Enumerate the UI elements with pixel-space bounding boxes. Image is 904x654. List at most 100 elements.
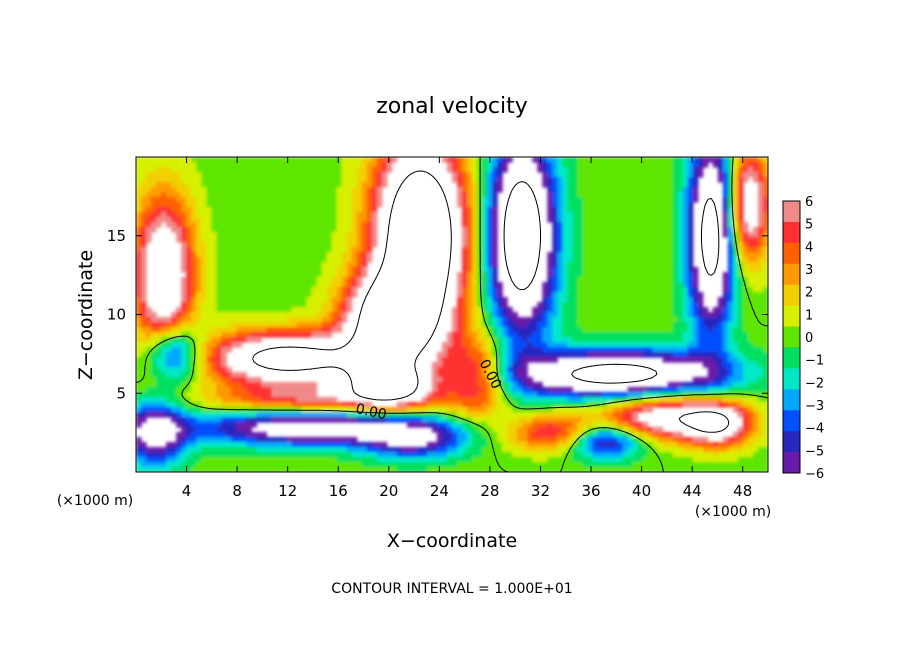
field-cell (361, 262, 368, 268)
field-cell (472, 297, 478, 303)
field-cell (231, 207, 237, 213)
field-cell (361, 232, 368, 238)
field-cell (542, 292, 548, 298)
field-cell (151, 192, 157, 198)
field-cell (482, 197, 488, 203)
field-cell (467, 332, 473, 338)
field-cell (662, 217, 669, 223)
field-cell (747, 172, 754, 178)
field-cell (627, 252, 634, 258)
field-cell (311, 402, 318, 408)
field-cell (161, 372, 167, 378)
field-cell (166, 177, 172, 183)
field-cell (331, 222, 338, 228)
field-cell (266, 292, 273, 298)
field-cell (326, 197, 333, 203)
field-cell (722, 392, 729, 398)
field-cell (647, 167, 654, 173)
field-cell (737, 327, 744, 333)
field-cell (552, 237, 558, 243)
field-cell (557, 322, 563, 328)
field-cell (457, 202, 463, 208)
field-cell (592, 332, 599, 338)
field-cell (647, 232, 654, 238)
field-cell (281, 322, 288, 328)
field-cell (221, 372, 227, 378)
field-cell (261, 267, 268, 273)
field-cell (477, 322, 483, 328)
field-cell (477, 297, 483, 303)
field-cell (727, 322, 734, 328)
field-cell (166, 362, 172, 368)
field-cell (572, 177, 578, 183)
field-cell (657, 187, 664, 193)
field-cell (446, 372, 453, 378)
field-cell (642, 322, 649, 328)
field-cell (201, 177, 207, 183)
field-cell (311, 182, 318, 188)
field-cell (331, 192, 338, 198)
field-cell (321, 312, 328, 318)
field-cell (487, 307, 493, 313)
field-cell (692, 162, 699, 168)
field-cell (672, 317, 679, 323)
field-cell (727, 232, 734, 238)
field-cell (291, 277, 298, 283)
field-cell (757, 162, 764, 168)
field-cell (642, 242, 649, 248)
field-cell (667, 197, 674, 203)
field-cell (271, 217, 278, 223)
field-cell (306, 332, 313, 338)
field-cell (216, 287, 222, 293)
field-cell (246, 312, 252, 318)
field-cell (632, 422, 639, 428)
field-cell (592, 237, 599, 243)
field-cell (346, 412, 353, 418)
field-cell (732, 157, 739, 163)
field-cell (592, 227, 599, 233)
field-cell (532, 392, 538, 398)
field-cell (602, 252, 609, 258)
field-cell (632, 262, 639, 268)
field-cell (226, 332, 232, 338)
field-cell (637, 392, 644, 398)
field-cell (156, 202, 162, 208)
field-cell (326, 292, 333, 298)
field-cell (502, 402, 508, 408)
field-cell (502, 337, 508, 343)
field-cell (452, 367, 458, 373)
field-cell (306, 302, 313, 308)
field-cell (672, 197, 679, 203)
field-cell (281, 262, 288, 268)
field-cell (467, 352, 473, 358)
field-cell (732, 287, 739, 293)
field-cell (697, 162, 704, 168)
field-cell (291, 402, 298, 408)
field-cell (552, 392, 558, 398)
field-cell (497, 427, 503, 433)
field-cell (301, 282, 308, 288)
field-cell (141, 277, 147, 283)
field-cell (572, 297, 578, 303)
field-cell (762, 377, 768, 383)
field-cell (577, 392, 584, 398)
field-cell (732, 322, 739, 328)
field-cell (296, 177, 303, 183)
field-cell (572, 272, 578, 278)
field-cell (597, 307, 604, 313)
field-cell (647, 177, 654, 183)
field-cell (301, 162, 308, 168)
field-cell (742, 247, 749, 253)
field-cell (497, 307, 503, 313)
field-cell (306, 232, 313, 238)
field-cell (487, 402, 493, 408)
field-cell (341, 202, 348, 208)
field-cell (502, 322, 508, 328)
field-cell (552, 157, 558, 163)
field-cell (226, 412, 232, 418)
field-cell (557, 297, 563, 303)
field-cell (587, 177, 594, 183)
field-cell (241, 337, 247, 343)
field-cell (667, 222, 674, 228)
field-cell (446, 422, 453, 428)
